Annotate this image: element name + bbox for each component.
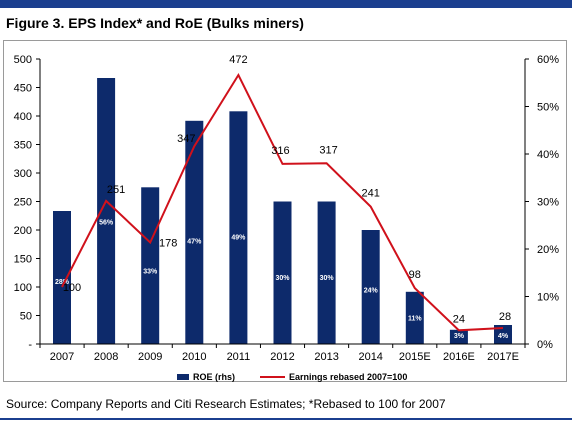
earnings-label-2012: 316 <box>271 145 289 157</box>
source-note: Source: Company Reports and Citi Researc… <box>6 397 446 411</box>
roe-bar-label: 3% <box>454 333 465 340</box>
figure-title: Figure 3. EPS Index* and RoE (Bulks mine… <box>6 15 304 31</box>
earnings-labels: 100 251 178 347 472 316 317 241 98 24 28 <box>63 54 511 325</box>
earnings-label-2017E: 28 <box>499 311 511 323</box>
roe-bars <box>53 78 512 345</box>
roe-bar-label: 47% <box>187 239 202 246</box>
x-tick-label: 2010 <box>182 351 206 363</box>
left-tick-label: 250 <box>14 197 32 209</box>
left-tick-label: 500 <box>14 54 32 66</box>
roe-bar-2013 <box>317 201 336 344</box>
x-tick-label: 2015E <box>399 351 431 363</box>
earnings-label-2008: 251 <box>107 184 125 196</box>
right-tick-label: 60% <box>537 54 559 66</box>
roe-bar-label: 33% <box>143 269 158 276</box>
legend-bar-swatch <box>177 374 189 380</box>
x-tick-label: 2008 <box>94 351 118 363</box>
roe-bar-2014 <box>361 230 380 344</box>
right-tick-label: 30% <box>537 197 559 209</box>
roe-bar-2007 <box>53 211 71 344</box>
earnings-label-2007: 100 <box>63 282 81 294</box>
roe-bar-2016E <box>449 329 468 345</box>
left-tick-label: 400 <box>14 111 32 123</box>
x-tick-label: 2017E <box>487 351 519 363</box>
chart-legend: ROE (rhs) Earnings rebased 2007=100 <box>177 372 407 382</box>
earnings-label-2016E: 24 <box>453 313 465 325</box>
roe-bar-label: 49% <box>231 234 246 241</box>
left-tick-label: 200 <box>14 225 32 237</box>
earnings-label-2013: 317 <box>319 144 337 156</box>
earnings-label-2009: 178 <box>159 238 177 250</box>
x-tick-label: 2007 <box>50 351 74 363</box>
right-tick-label: 50% <box>537 102 559 114</box>
right-tick-label: 10% <box>537 292 559 304</box>
roe-bar-2009 <box>141 187 160 345</box>
right-tick-label: 0% <box>537 339 553 351</box>
earnings-line-layer <box>61 72 504 332</box>
left-tick-label: 100 <box>14 282 32 294</box>
earnings-label-2010: 347 <box>177 133 195 145</box>
x-tick-label: 2016E <box>443 351 475 363</box>
earnings-label-2015E: 98 <box>409 269 421 281</box>
right-tick-label: 40% <box>537 149 559 161</box>
x-tick-label: 2009 <box>138 351 162 363</box>
roe-bar-2012 <box>273 201 292 344</box>
top-accent-rule <box>0 0 572 8</box>
roe-bar-2008 <box>97 78 116 344</box>
earnings-line <box>61 72 504 332</box>
chart-frame <box>3 40 567 382</box>
x-tick-label: 2013 <box>314 351 338 363</box>
legend-bar-label: ROE (rhs) <box>193 372 235 382</box>
x-tick-label: 2014 <box>358 351 382 363</box>
left-tick-label: 450 <box>14 83 32 95</box>
x-tick-label: 2011 <box>227 351 251 363</box>
bottom-accent-rule <box>0 418 572 420</box>
axes: - 50 100 150 200 250 300 350 400 450 500 0% 10% 20% 30… <box>14 54 560 363</box>
x-tick-label: 2012 <box>270 351 294 363</box>
left-tick-label: - <box>28 339 32 351</box>
roe-bar-label: 30% <box>320 275 335 282</box>
legend-line-label: Earnings rebased 2007=100 <box>289 372 407 382</box>
left-tick-label: 350 <box>14 140 32 152</box>
roe-bar-2017E <box>494 325 512 344</box>
roe-bar-label: 28% <box>55 279 70 286</box>
roe-bar-label: 30% <box>275 275 290 282</box>
roe-bar-label: 24% <box>364 288 379 295</box>
right-tick-label: 20% <box>537 244 559 256</box>
roe-bar-label: 4% <box>498 333 509 340</box>
left-tick-label: 50 <box>20 311 32 323</box>
roe-bar-2015E <box>405 291 424 345</box>
earnings-label-2014: 241 <box>362 188 380 200</box>
left-tick-label: 300 <box>14 168 32 180</box>
roe-bar-2011 <box>229 111 248 345</box>
roe-bar-labels: 28% 56% 33% 47% 49% 30% 30% 24% 11% 3% 4% <box>55 219 509 340</box>
roe-bar-2010 <box>185 120 204 345</box>
roe-bar-label: 11% <box>408 316 422 323</box>
roe-bar-label: 56% <box>99 219 114 226</box>
earnings-label-2011: 472 <box>229 54 247 66</box>
left-tick-label: 150 <box>14 254 32 266</box>
